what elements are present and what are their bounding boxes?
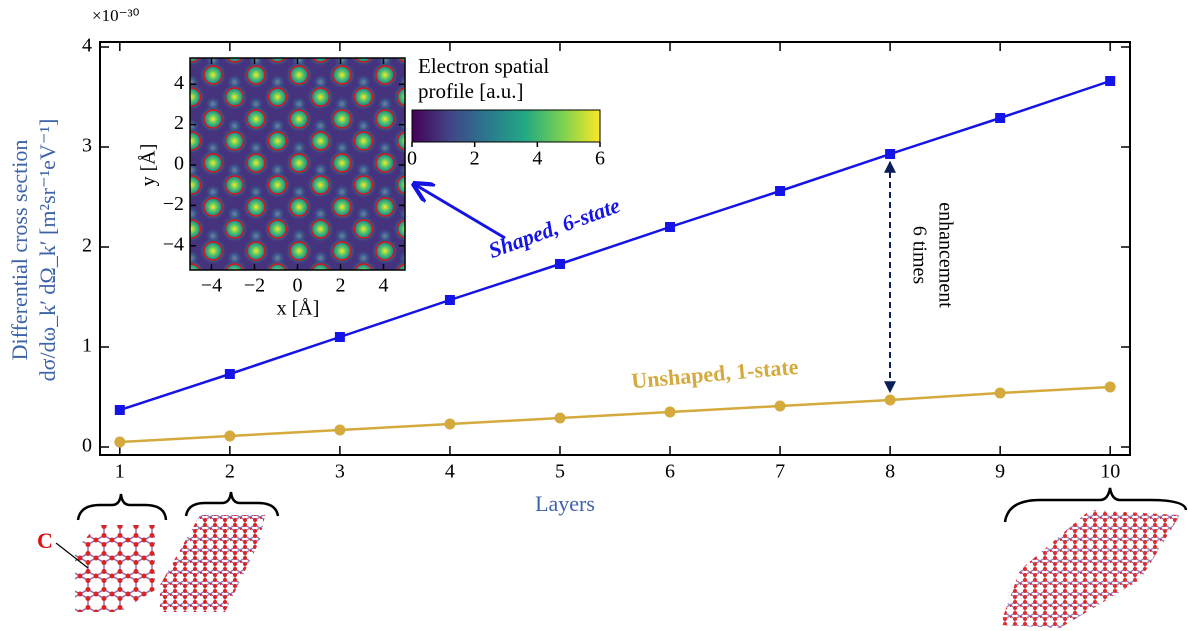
colorbar-tick-label: 4 [532,148,542,170]
x-tick-label: 9 [995,461,1005,483]
x-tick-label: 2 [225,461,235,483]
inset-x-tick-label: 2 [336,275,346,297]
inset-heatmap [190,58,405,270]
inset-y-tick-label: 4 [174,72,184,94]
inset-x-tick-label: −2 [244,275,265,297]
marker [1105,76,1115,86]
marker [775,186,785,196]
y-axis-label: dσ/dω_k′ dΩ_k′ [m²sr⁻¹eV⁻¹] [35,119,60,382]
marker [665,407,676,418]
colorbar-title: profile [a.u.] [418,79,524,103]
x-tick-label: 6 [665,461,675,483]
y-tick-label: 4 [82,35,92,57]
marker [885,149,895,159]
series-line [120,387,1110,442]
multiplier: ×10⁻³⁰ [92,6,140,25]
colorbar [412,110,600,142]
marker [555,259,565,269]
annotation: 6 times [908,226,930,285]
x-tick-label: 1 [115,461,125,483]
y-tick-label: 0 [82,435,92,457]
inset-x-tick-label: 0 [293,275,303,297]
bracket [186,492,278,516]
molecule [160,515,265,612]
inset-y-label: y [Å] [138,144,160,187]
marker [445,295,455,305]
marker [334,425,345,436]
marker [1105,382,1116,393]
series-label: Unshaped, 1-state [630,354,799,394]
inset-y-tick-label: −2 [163,193,184,215]
marker [225,369,235,379]
x-tick-label: 5 [555,461,565,483]
atom-label: C [37,528,53,553]
inset-y-tick-label: −4 [163,233,184,255]
molecule [1000,510,1180,628]
x-axis-label: Layers [535,491,595,516]
inset-y-tick-label: 0 [174,153,184,175]
marker [995,388,1006,399]
y-tick-label: 2 [82,235,92,257]
y-tick-label: 1 [82,335,92,357]
marker [775,401,786,412]
inset-y-tick-label: 2 [174,112,184,134]
figure: ×10⁻³⁰ Differential cross section dσ/dω_… [0,0,1188,631]
x-tick-label: 8 [885,461,895,483]
annotation: enhancement [934,202,956,308]
marker [335,332,345,342]
x-tick-label: 10 [1100,461,1120,483]
colorbar-title: Electron spatial [418,54,549,78]
inset-arrow [414,184,505,238]
bracket [78,494,166,520]
x-tick-label: 3 [335,461,345,483]
inset-x-tick-label: −4 [201,275,222,297]
series-label: Shaped, 6-state [485,192,624,263]
inset-x-tick-label: 4 [379,275,389,297]
marker [224,431,235,442]
inset-x-label: x [Å] [277,298,320,320]
marker [114,437,125,448]
molecule [75,525,155,612]
marker [115,405,125,415]
colorbar-tick-label: 2 [470,148,480,170]
marker [885,395,896,406]
x-tick-label: 7 [775,461,785,483]
colorbar-tick-label: 6 [595,148,605,170]
colorbar-tick-label: 0 [407,148,417,170]
marker [554,413,565,424]
marker [995,113,1005,123]
marker [444,419,455,430]
x-tick-label: 4 [445,461,455,483]
y-tick-label: 3 [82,135,92,157]
marker [665,222,675,232]
y-axis-label: Differential cross section [7,140,32,361]
